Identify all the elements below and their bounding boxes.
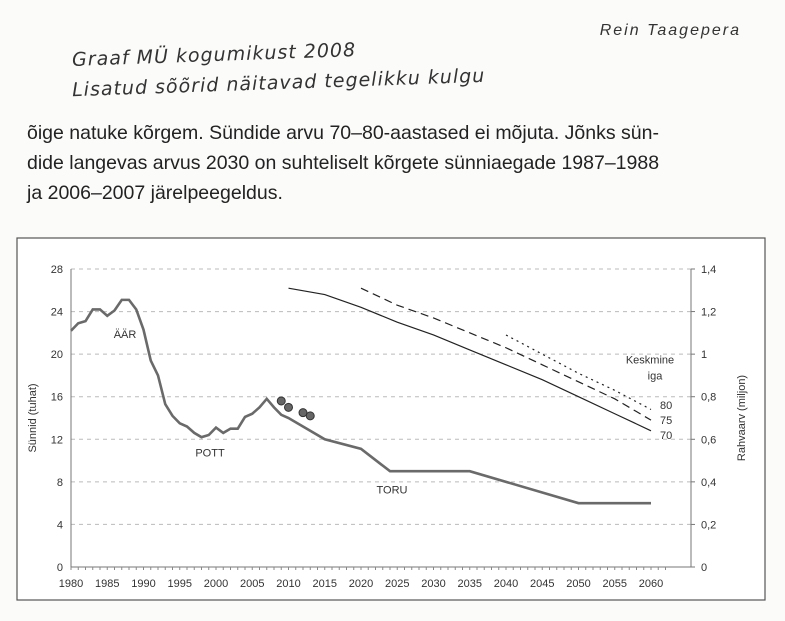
annotation-pott: POTT — [195, 447, 225, 459]
actual-birth-circle — [305, 411, 315, 421]
x-tick-label: 2030 — [421, 578, 445, 590]
y2-tick-label: 0,4 — [701, 477, 716, 489]
y2-tick-label: 0,6 — [701, 434, 716, 446]
y2-tick-label: 0,2 — [701, 519, 716, 531]
y2-tick-label: 1 — [701, 349, 707, 361]
x-tick-label: 2035 — [458, 578, 482, 590]
population-line-70 — [288, 287, 652, 432]
x-tick-label: 2025 — [385, 578, 409, 590]
y2-tick-label: 0,8 — [701, 392, 716, 404]
actual-birth-circle — [284, 402, 293, 412]
x-tick-label: 1995 — [168, 578, 192, 590]
x-tick-label: 2000 — [204, 578, 228, 590]
x-tick-label: 1980 — [59, 578, 83, 590]
x-tick-label: 2055 — [603, 578, 627, 590]
legend-title: iga — [648, 371, 664, 383]
y-tick-label: 8 — [57, 477, 63, 489]
population-line-75 — [360, 287, 652, 421]
y-tick-label: 28 — [51, 264, 63, 276]
chart-frame — [16, 237, 766, 601]
births-line — [70, 298, 651, 505]
x-tick-label: 1990 — [131, 578, 155, 590]
legend-label-70: 70 — [660, 430, 672, 442]
legend-label-75: 75 — [660, 415, 672, 427]
y2-tick-label: 1,2 — [701, 307, 716, 319]
y2-tick-label: 0 — [701, 562, 707, 574]
body-paragraph: õige natuke kõrgem. Sündide arvu 70–80-a… — [27, 118, 747, 208]
y2-tick-label: 1,4 — [701, 264, 716, 276]
x-tick-label: 2040 — [494, 578, 518, 590]
paragraph-line: ja 2006–2007 järelpeegeldus. — [27, 182, 283, 204]
y-tick-label: 4 — [57, 519, 63, 531]
x-tick-label: 2045 — [530, 578, 554, 590]
x-tick-label: 2010 — [276, 578, 300, 590]
y-tick-label: 24 — [51, 307, 63, 319]
y-tick-label: 0 — [57, 562, 63, 574]
x-tick-label: 2020 — [349, 578, 373, 590]
x-tick-label: 1985 — [95, 578, 119, 590]
y-tick-label: 12 — [51, 434, 63, 446]
actual-birth-circle — [298, 408, 308, 418]
y-axis-label: Sünnid (tuhat) — [27, 383, 39, 452]
x-tick-label: 2015 — [313, 578, 337, 590]
annotation-äär: ÄÄR — [114, 329, 137, 341]
legend-label-80: 80 — [660, 400, 672, 412]
paragraph-line: dide langevas arvus 2030 on suhteliselt … — [27, 152, 660, 174]
actual-birth-circle — [276, 396, 286, 406]
y2-axis-label: Rahvaarv (miljon) — [736, 375, 748, 461]
x-tick-label: 2005 — [240, 578, 264, 590]
legend-title: Keskmine — [626, 355, 674, 367]
x-tick-label: 2060 — [639, 578, 663, 590]
annotation-toru: TORU — [377, 485, 408, 497]
paragraph-line: õige natuke kõrgem. Sündide arvu 70–80-a… — [27, 122, 659, 144]
y-tick-label: 16 — [51, 392, 63, 404]
x-tick-label: 2050 — [566, 578, 590, 590]
y-tick-label: 20 — [51, 349, 63, 361]
author-name: Rein Taagepera — [599, 22, 741, 39]
